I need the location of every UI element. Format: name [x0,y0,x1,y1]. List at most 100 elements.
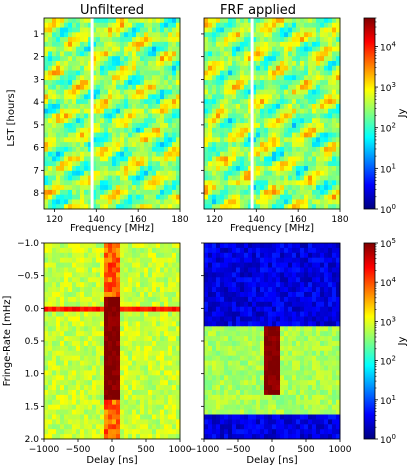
heatmap-cell [212,301,217,308]
heatmap-cell [204,65,209,71]
heatmap-cell [88,27,93,33]
heatmap-cell [144,84,149,91]
heatmap-cell [156,189,161,196]
heatmap-cell [276,46,281,52]
heatmap-cell [332,51,337,57]
heatmap-cell [104,46,109,52]
heatmap-cell [104,282,109,288]
x-tick-label: 1000 [169,445,192,455]
heatmap-cell [108,51,113,57]
heatmap-cell [112,380,117,386]
heatmap-cell [284,306,289,312]
heatmap-cell [156,41,161,48]
heatmap-cell [276,311,281,317]
heatmap-cell [124,360,129,366]
heatmap-cell [104,65,109,71]
heatmap-cell [256,360,261,366]
heatmap-cell [284,32,289,38]
heatmap-cell [104,350,109,357]
heatmap-cell [320,336,325,342]
heatmap-cell [284,156,289,162]
heatmap-cell [132,370,137,376]
heatmap-cell [48,46,53,52]
heatmap-cell [252,46,257,52]
heatmap-cell [240,296,245,303]
heatmap-cell [148,32,153,38]
heatmap-cells [44,243,181,440]
heatmap-cell [108,341,113,347]
heatmap-cell [120,56,125,62]
heatmap-cell [156,151,161,157]
heatmap-cell [116,189,121,196]
heatmap-cell [140,336,145,342]
heatmap-cell [160,394,165,401]
heatmap-cell [316,321,321,327]
heatmap-cell [236,103,241,110]
heatmap-cell [288,46,293,52]
heatmap-cell [80,194,85,200]
heatmap-cell [116,108,121,114]
heatmap-cell [72,99,77,105]
heatmap-cell [116,360,121,366]
heatmap-cell [324,292,329,298]
heatmap-cell [204,267,209,273]
heatmap-cell [108,414,113,420]
heatmap-cell [104,175,109,181]
heatmap-cell [80,142,85,148]
heatmap-cell [304,194,309,200]
heatmap-cell [148,341,153,347]
heatmap-cell [152,80,157,86]
heatmap-cell [252,89,257,95]
heatmap-cell [264,272,269,278]
heatmap-cell [168,262,173,268]
heatmap-cell [268,306,273,312]
heatmap-cell [104,272,109,278]
heatmap-cell [152,365,157,371]
heatmap-cell [220,341,225,347]
heatmap-cell [136,247,141,254]
heatmap-cell [92,94,97,100]
heatmap-cell [80,156,85,162]
heatmap-cell [44,316,49,322]
heatmap-cell [276,156,281,162]
heatmap-cell [140,404,145,410]
heatmap-cell [172,75,177,81]
heatmap-cell [268,287,273,293]
heatmap-cell [68,103,73,110]
heatmap-cell [312,75,317,81]
heatmap-cell [56,204,61,210]
heatmap-cell [260,267,265,273]
heatmap-cell [140,380,145,386]
heatmap-cell [72,65,77,71]
heatmap-cell [168,247,173,254]
heatmap-cell [260,84,265,91]
heatmap-cell [68,257,73,263]
heatmap-cell [316,272,321,278]
heatmap-cell [328,137,333,143]
heatmap-cell [64,70,69,76]
heatmap-cell [324,151,329,157]
heatmap-cell [320,108,325,114]
heatmap-cell [264,321,269,327]
heatmap-cell [132,321,137,327]
heatmap-cell [228,360,233,366]
heatmap-cell [160,321,165,327]
heatmap-cell [280,311,285,317]
heatmap-cell [164,175,169,181]
heatmap-cell [276,277,281,283]
heatmap-cell [60,65,65,71]
heatmap-cell [312,316,317,322]
heatmap-cell [244,321,249,327]
heatmap-cell [64,123,69,129]
heatmap-cell [176,189,181,196]
heatmap-cell [112,56,117,62]
heatmap-cell [140,75,145,81]
heatmap-cell [264,252,269,259]
heatmap-cell [228,189,233,196]
heatmap-cell [124,287,129,293]
heatmap-cell [240,326,245,332]
heatmap-cell [112,185,117,191]
heatmap-cell [312,204,317,210]
heatmap-cell [256,267,261,273]
heatmap-cell [92,311,97,317]
